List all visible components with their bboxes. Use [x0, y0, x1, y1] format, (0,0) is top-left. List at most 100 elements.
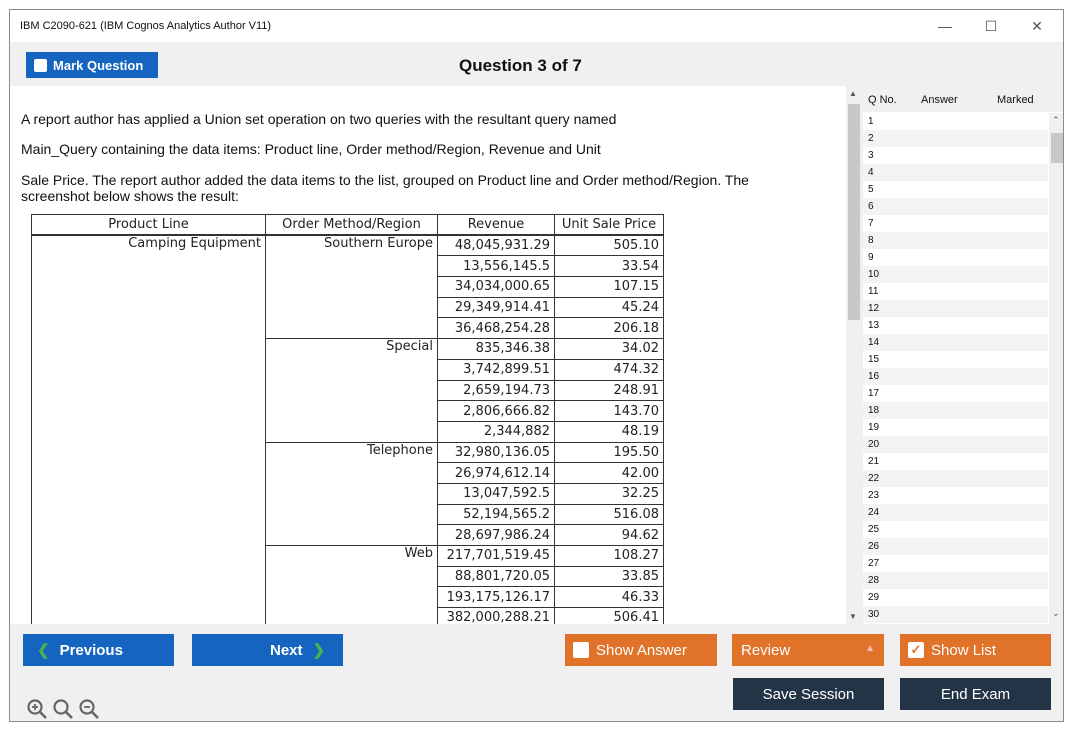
- revenue-cell: 835,346.38: [437, 338, 555, 360]
- question-text-line-1: A report author has applied a Union set …: [21, 111, 617, 127]
- revenue-cell: 2,659,194.73: [437, 379, 555, 402]
- zoom-out-icon[interactable]: [78, 698, 100, 720]
- result-table: Product Line Order Method/Region Revenue…: [31, 214, 664, 624]
- qlist-scroll-up-icon[interactable]: ⌃: [1052, 115, 1060, 125]
- show-answer-button[interactable]: Show Answer: [565, 634, 717, 666]
- question-list-item[interactable]: 11: [868, 286, 879, 297]
- content-scrollbar[interactable]: ▲ ▼: [846, 86, 860, 624]
- question-list-item[interactable]: 23: [868, 490, 880, 501]
- next-button[interactable]: Next ❯: [192, 634, 343, 666]
- table-row: Telephone 32,980,136.05 195.50: [32, 441, 664, 547]
- unit-price-cell: 248.91: [554, 379, 664, 402]
- question-list-item[interactable]: 8: [863, 232, 1048, 249]
- content-scroll-thumb[interactable]: [848, 104, 860, 320]
- end-exam-button[interactable]: End Exam: [900, 678, 1051, 710]
- question-content[interactable]: A report author has applied a Union set …: [10, 86, 846, 624]
- question-list-item[interactable]: 2: [863, 130, 1048, 147]
- unit-price-cell: 107.15: [554, 276, 664, 298]
- question-list-item[interactable]: 9: [868, 252, 874, 263]
- table-row: 382,000,288.21 506.41: [32, 607, 664, 624]
- footer-bar: ❮ Previous Next ❯ Show Answer Review ▲ S…: [10, 624, 1063, 721]
- mark-question-label: Mark Question: [53, 57, 144, 73]
- question-list-item[interactable]: 18: [863, 402, 1048, 419]
- revenue-cell: 29,349,914.41: [437, 296, 555, 319]
- unit-price-cell: 506.41: [554, 607, 664, 624]
- question-list-item[interactable]: 25: [868, 524, 880, 535]
- unit-price-cell: 45.24: [554, 296, 664, 319]
- question-list-item[interactable]: 21: [868, 456, 880, 467]
- revenue-cell: 28,697,986.24: [437, 524, 555, 546]
- question-list-item[interactable]: 16: [863, 368, 1048, 385]
- scroll-up-icon[interactable]: ▲: [849, 89, 857, 98]
- table-row: 26,974,612.14 42.00: [32, 462, 664, 484]
- show-answer-checkbox-icon: [573, 642, 589, 658]
- revenue-cell: 382,000,288.21: [437, 607, 555, 624]
- mark-question-button[interactable]: Mark Question: [26, 52, 158, 78]
- unit-price-cell: 46.33: [554, 586, 664, 609]
- previous-button[interactable]: ❮ Previous: [23, 634, 174, 666]
- review-button[interactable]: Review ▲: [732, 634, 884, 666]
- answer-column-header: Answer: [921, 94, 958, 106]
- question-list-item[interactable]: 24: [863, 504, 1048, 521]
- question-counter: Question 3 of 7: [459, 56, 582, 75]
- scroll-down-icon[interactable]: ▼: [849, 612, 857, 621]
- minimize-icon[interactable]: —: [938, 18, 952, 34]
- question-list-item[interactable]: 10: [863, 266, 1048, 283]
- question-list-item[interactable]: 15: [868, 354, 880, 365]
- question-list-item[interactable]: 29: [868, 592, 880, 603]
- revenue-cell: 48,045,931.29: [437, 234, 555, 257]
- question-list-item[interactable]: 13: [868, 320, 880, 331]
- unit-price-cell: 34.02: [554, 338, 664, 360]
- revenue-cell: 36,468,254.28: [437, 317, 555, 340]
- table-row: 29,349,914.41 45.24: [32, 296, 664, 319]
- question-list-item[interactable]: 3: [868, 150, 874, 161]
- revenue-cell: 34,034,000.65: [437, 276, 555, 298]
- question-list-item[interactable]: 6: [863, 198, 1048, 215]
- question-list-item[interactable]: 17: [868, 388, 880, 399]
- save-session-button[interactable]: Save Session: [733, 678, 884, 710]
- qno-column-header: Q No.: [868, 94, 897, 106]
- question-header: Mark Question Question 3 of 7: [10, 42, 1063, 86]
- question-list-item[interactable]: 30: [863, 606, 1048, 623]
- question-list-item[interactable]: 20: [863, 436, 1048, 453]
- question-list-item[interactable]: 26: [863, 538, 1048, 555]
- question-list-item[interactable]: 5: [868, 184, 874, 195]
- qlist-scroll-thumb[interactable]: [1051, 133, 1063, 163]
- close-icon[interactable]: ✕: [1031, 18, 1043, 34]
- question-list-item[interactable]: 12: [863, 300, 1048, 317]
- save-session-label: Save Session: [762, 685, 855, 703]
- unit-price-cell: 94.62: [554, 524, 664, 546]
- show-list-button[interactable]: Show List: [900, 634, 1051, 666]
- unit-price-cell: 505.10: [554, 234, 664, 257]
- table-row: Camping Equipment Southern Europe 48,045,9…: [31, 234, 664, 624]
- previous-label: Previous: [59, 641, 123, 659]
- mark-checkbox-icon: [34, 58, 47, 72]
- col-header-product-line: Product Line: [31, 214, 266, 237]
- question-list-item[interactable]: 27: [868, 558, 880, 569]
- table-body: Camping Equipment Southern Europe 48,045,9…: [31, 234, 664, 624]
- zoom-reset-icon[interactable]: [52, 698, 74, 720]
- unit-price-cell: 143.70: [554, 400, 664, 422]
- question-list-item[interactable]: 28: [863, 572, 1048, 589]
- order-method-cell: Telephone: [265, 441, 438, 547]
- unit-price-cell: 33.54: [554, 255, 664, 278]
- table-row: Web 217,701,519.45 108.27: [32, 545, 664, 624]
- question-list-scrollbar[interactable]: ⌃ ⌄: [1049, 113, 1063, 624]
- question-list-item[interactable]: 19: [868, 422, 880, 433]
- question-text-line-2: Main_Query containing the data items: Pr…: [21, 141, 601, 157]
- question-list-item[interactable]: 7: [868, 218, 874, 229]
- question-list-item[interactable]: 4: [863, 164, 1048, 181]
- question-list-item[interactable]: 1: [868, 116, 874, 127]
- product-line-cell: Camping Equipment: [31, 234, 266, 624]
- revenue-cell: 193,175,126.17: [437, 586, 555, 609]
- question-list-item[interactable]: 22: [863, 470, 1048, 487]
- question-list-item[interactable]: 14: [863, 334, 1048, 351]
- qlist-scroll-down-icon[interactable]: ⌄: [1052, 608, 1060, 618]
- revenue-cell: 2,806,666.82: [437, 400, 555, 422]
- maximize-icon[interactable]: ☐: [984, 18, 998, 34]
- question-text-line-3: Sale Price. The report author added the …: [21, 172, 749, 188]
- unit-price-cell: 195.50: [554, 441, 664, 464]
- zoom-in-icon[interactable]: [26, 698, 48, 720]
- unit-price-cell: 108.27: [554, 545, 664, 567]
- question-list: 1 2 3 4 5 6 7 8 9 10 11 12 13 14 15 16 17 18 19 20 21 22 23 24 2…: [863, 113, 1048, 623]
